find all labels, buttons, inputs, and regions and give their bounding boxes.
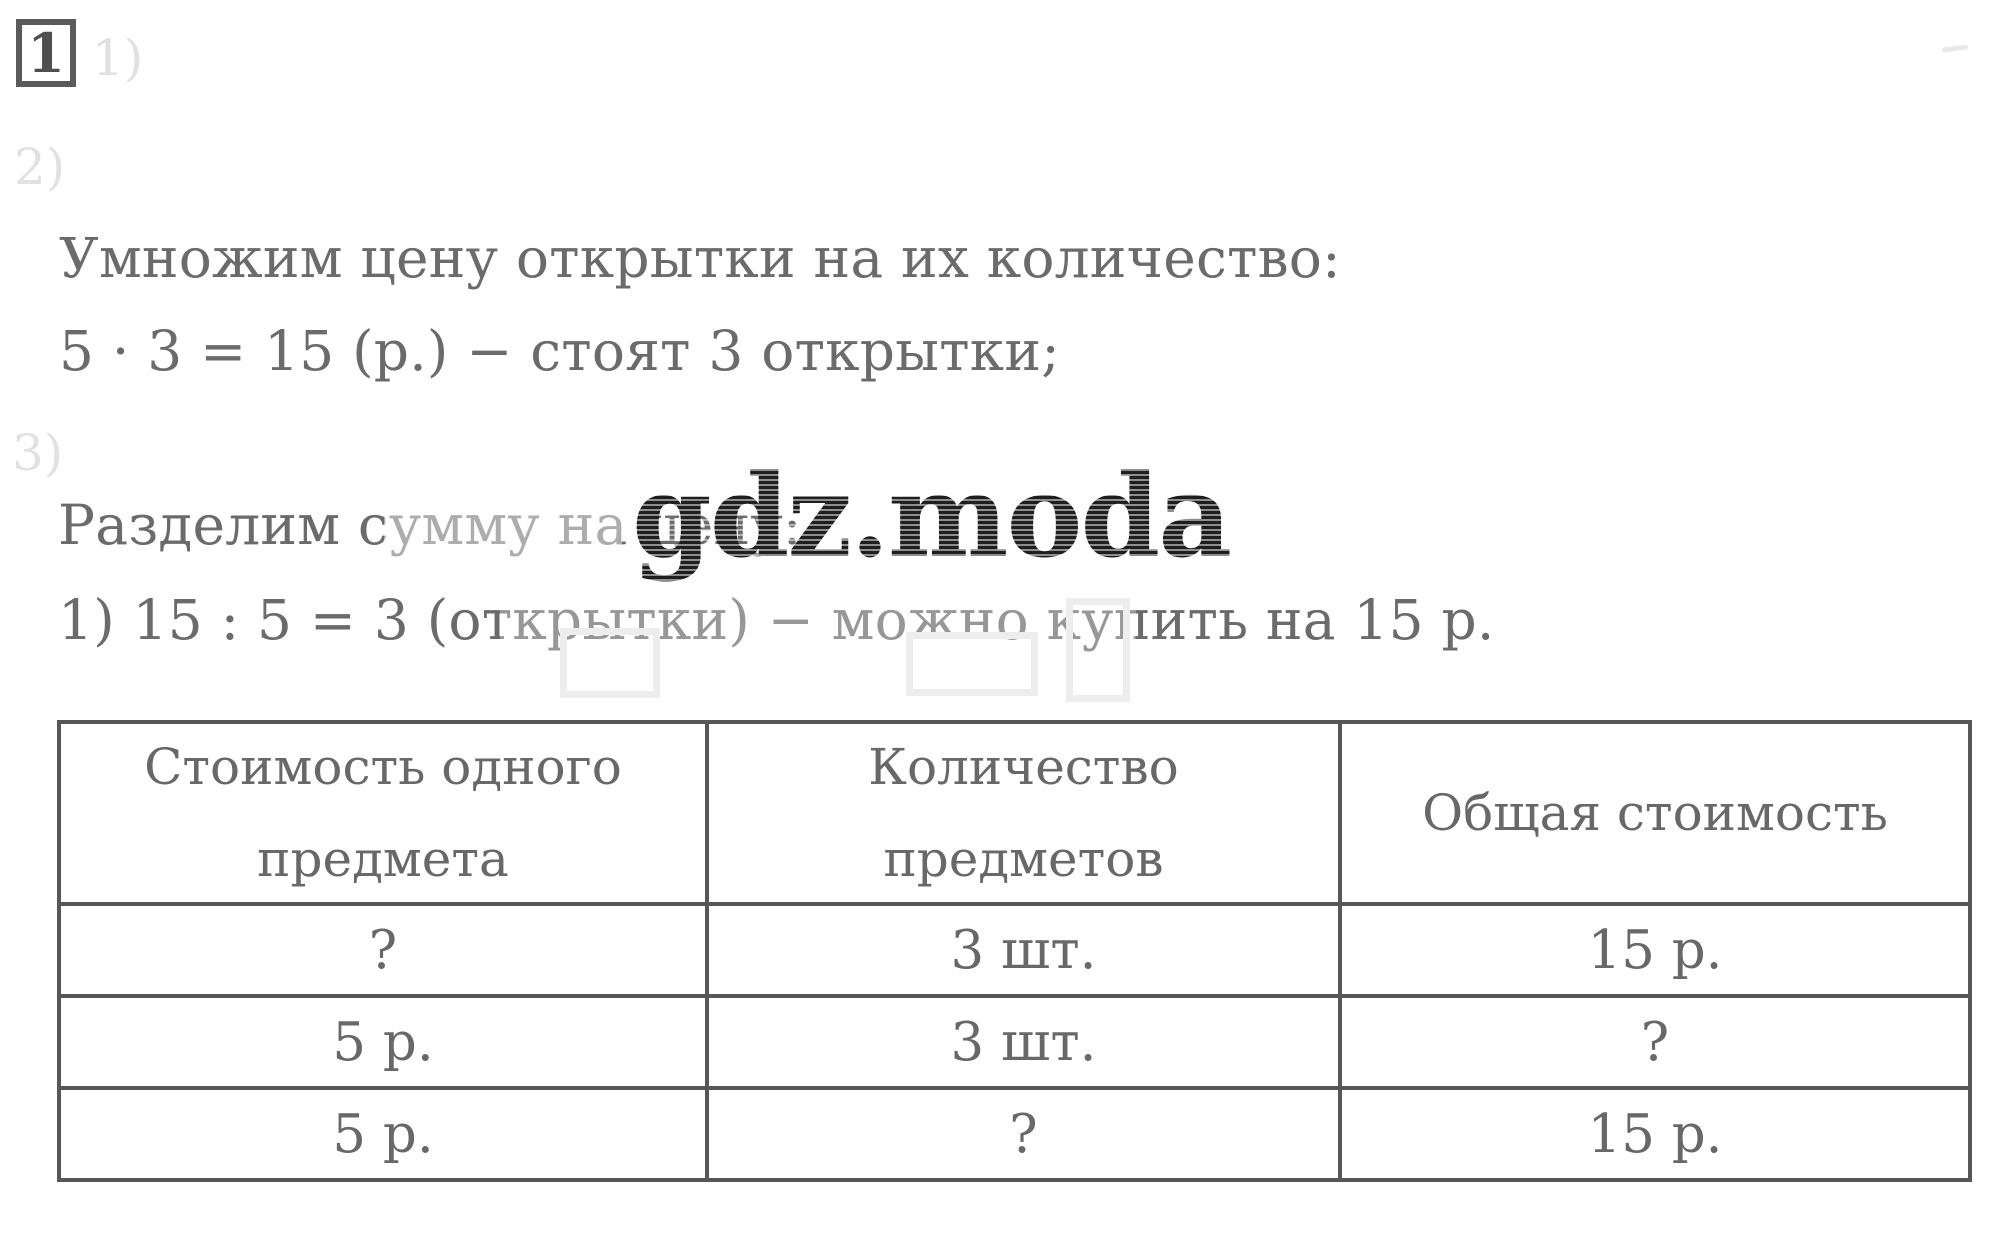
header-cell-unit-price-line2: предмета	[257, 830, 509, 888]
cell-row2-quantity: 3 шт.	[705, 994, 1342, 1090]
cell-row2-total-cost: ?	[1338, 994, 1972, 1090]
faint-list-marker-2: 2)	[14, 138, 66, 196]
cell-row3-unit-price: 5 р.	[57, 1086, 709, 1182]
faint-list-marker-3: 3)	[12, 424, 64, 482]
header-cell-quantity-line2: предметов	[883, 830, 1164, 888]
erased-watermark-fade	[384, 490, 622, 562]
table-row: 5 р. ? 15 р.	[57, 1086, 1972, 1182]
price-quantity-cost-table: Стоимость одного предмета Количество пре…	[57, 720, 1972, 1182]
cell-row1-quantity: 3 шт.	[705, 902, 1342, 998]
table-row: ? 3 шт. 15 р.	[57, 902, 1972, 998]
cell-row1-unit-price: ?	[57, 902, 709, 998]
watermark-ghost-smudge	[906, 632, 1038, 696]
site-watermark-text: gdz.moda	[632, 449, 1232, 583]
header-cell-total-cost-line1: Общая стоимость	[1422, 784, 1888, 842]
header-cell-unit-price: Стоимость одного предмета	[57, 720, 709, 906]
cell-row2-unit-price: 5 р.	[57, 994, 709, 1090]
header-cell-quantity-line1: Количество	[868, 738, 1179, 796]
cell-row3-quantity: ?	[705, 1086, 1342, 1182]
site-watermark: gdz.moda	[624, 451, 1239, 581]
erased-watermark-fade	[500, 586, 1136, 656]
solution-step-multiply-label: Умножим цену открытки на их количество:	[59, 226, 1341, 290]
header-cell-quantity: Количество предметов	[705, 720, 1342, 906]
table-header-row: Стоимость одного предмета Количество пре…	[57, 720, 1972, 906]
corner-smudge	[1941, 44, 1969, 53]
cell-row3-total-cost: 15 р.	[1338, 1086, 1972, 1182]
header-cell-unit-price-line1: Стоимость одного	[144, 738, 622, 796]
watermark-ghost-smudge	[1066, 598, 1130, 702]
solution-equation-multiply: 5 · 3 = 15 (р.) − стоят 3 открытки;	[59, 319, 1060, 383]
table-row: 5 р. 3 шт. ?	[57, 994, 1972, 1090]
faint-list-marker-1: 1)	[92, 29, 144, 87]
watermark-ghost-smudge	[560, 628, 660, 698]
cell-row1-total-cost: 15 р.	[1338, 902, 1972, 998]
header-cell-total-cost: Общая стоимость	[1338, 720, 1972, 906]
task-number: 1	[27, 21, 65, 85]
solution-equation-divide: 1) 15 : 5 = 3 (открытки) − можно купить …	[58, 588, 1495, 652]
task-number-box: 1	[16, 19, 76, 87]
